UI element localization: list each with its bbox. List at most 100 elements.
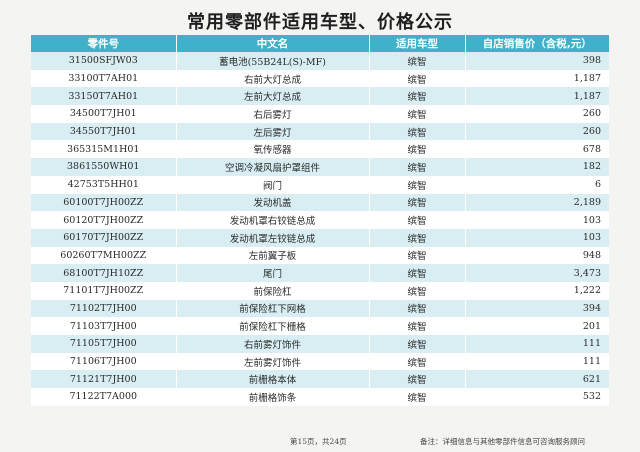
- part-number-cell: 60170T7JH00ZZ: [31, 228, 177, 247]
- price-cell: 2,189: [465, 193, 609, 212]
- part-name-cell: 前保险杠下栅格: [176, 317, 370, 335]
- part-name-cell: 发动机罩左铰链总成: [176, 228, 370, 247]
- part-name-cell: 尾门: [176, 264, 370, 282]
- price-cell: 260: [465, 122, 609, 141]
- part-number-cell: 60100T7JH00ZZ: [31, 193, 177, 212]
- part-number-cell: 71122T7A000: [31, 388, 177, 406]
- part-number-cell: 71101T7JH00ZZ: [31, 281, 177, 300]
- table-row: 68100T7JH10ZZ 尾门 缤智 3,473: [31, 264, 609, 282]
- price-cell: 6: [465, 175, 609, 194]
- model-cell: 缤智: [369, 246, 466, 265]
- part-name-cell: 发动机盖: [176, 193, 370, 212]
- model-cell: 缤智: [369, 122, 466, 141]
- table-row: 71102T7JH00 前保险杠下网格 缤智 394: [31, 299, 609, 318]
- part-number-cell: 33100T7AH01: [31, 69, 177, 88]
- table-row: 34500T7JH01 右后雾灯 缤智 260: [31, 105, 609, 123]
- part-number-cell: 68100T7JH10ZZ: [31, 264, 177, 282]
- price-cell: 260: [465, 105, 609, 123]
- part-number-cell: 60260T7MH00ZZ: [31, 246, 177, 265]
- part-name-cell: 左前雾灯饰件: [176, 352, 370, 371]
- table-row: 71106T7JH00 左前雾灯饰件 缤智 111: [31, 352, 609, 371]
- table-row: 71105T7JH00 右前雾灯饰件 缤智 111: [31, 335, 609, 353]
- part-name-cell: 左前翼子板: [176, 246, 370, 265]
- header-applicable-model: 适用车型: [369, 35, 466, 52]
- table-row: 71101T7JH00ZZ 前保险杠 缤智 1,222: [31, 281, 609, 300]
- price-cell: 103: [465, 228, 609, 247]
- part-name-cell: 蓄电池(55B24L(S)-MF): [176, 52, 370, 70]
- part-number-cell: 31500SFJW03: [31, 52, 177, 70]
- part-name-cell: 左前大灯总成: [176, 87, 370, 106]
- part-number-cell: 34500T7JH01: [31, 105, 177, 123]
- page-number: 第15页，共24页: [290, 437, 347, 446]
- model-cell: 缤智: [369, 175, 466, 194]
- part-number-cell: 60120T7JH00ZZ: [31, 211, 177, 229]
- page-title: 常用零部件适用车型、价格公示: [187, 12, 453, 33]
- part-number-cell: 34550T7JH01: [31, 122, 177, 141]
- part-number-cell: 3861550WH01: [31, 158, 177, 176]
- price-cell: 948: [465, 246, 609, 265]
- price-cell: 3,473: [465, 264, 609, 282]
- price-cell: 103: [465, 211, 609, 229]
- price-cell: 201: [465, 317, 609, 335]
- part-number-cell: 33150T7AH01: [31, 87, 177, 106]
- table-row: 60170T7JH00ZZ 发动机罩左铰链总成 缤智 103: [31, 228, 609, 247]
- table-body: 31500SFJW03 蓄电池(55B24L(S)-MF) 缤智 398 33100T7…: [31, 52, 609, 406]
- header-part-number: 零件号: [31, 35, 177, 52]
- price-cell: 678: [465, 140, 609, 159]
- model-cell: 缤智: [369, 370, 466, 389]
- table-row: 71103T7JH00 前保险杠下栅格 缤智 201: [31, 317, 609, 335]
- model-cell: 缤智: [369, 299, 466, 318]
- price-cell: 1,187: [465, 87, 609, 106]
- part-number-cell: 71105T7JH00: [31, 335, 177, 353]
- table-row: 42753T5HH01 阀门 缤智 6: [31, 175, 609, 194]
- price-cell: 111: [465, 352, 609, 371]
- price-cell: 532: [465, 388, 609, 406]
- part-name-cell: 发动机罩右铰链总成: [176, 211, 370, 229]
- model-cell: 缤智: [369, 140, 466, 159]
- part-name-cell: 前保险杠下网格: [176, 299, 370, 318]
- table-row: 34550T7JH01 左后雾灯 缤智 260: [31, 122, 609, 141]
- price-cell: 1,222: [465, 281, 609, 300]
- part-number-cell: 71103T7JH00: [31, 317, 177, 335]
- table-row: 33150T7AH01 左前大灯总成 缤智 1,187: [31, 87, 609, 106]
- model-cell: 缤智: [369, 105, 466, 123]
- table-row: 71121T7JH00 前栅格本体 缤智 621: [31, 370, 609, 389]
- price-cell: 182: [465, 158, 609, 176]
- part-name-cell: 右前大灯总成: [176, 69, 370, 88]
- part-name-cell: 前栅格饰条: [176, 388, 370, 406]
- part-number-cell: 71106T7JH00: [31, 352, 177, 371]
- model-cell: 缤智: [369, 317, 466, 335]
- price-cell: 1,187: [465, 69, 609, 88]
- table-row: 33100T7AH01 右前大灯总成 缤智 1,187: [31, 69, 609, 88]
- model-cell: 缤智: [369, 388, 466, 406]
- price-cell: 111: [465, 335, 609, 353]
- model-cell: 缤智: [369, 193, 466, 212]
- model-cell: 缤智: [369, 52, 466, 70]
- part-name-cell: 阀门: [176, 175, 370, 194]
- part-number-cell: 42753T5HH01: [31, 175, 177, 194]
- table-row: 365315M1H01 氧传感器 缤智 678: [31, 140, 609, 159]
- part-name-cell: 氧传感器: [176, 140, 370, 159]
- part-number-cell: 365315M1H01: [31, 140, 177, 159]
- price-cell: 398: [465, 52, 609, 70]
- header-price: 自店销售价（含税,元）: [465, 35, 609, 52]
- part-name-cell: 左后雾灯: [176, 122, 370, 141]
- model-cell: 缤智: [369, 69, 466, 88]
- table-row: 60260T7MH00ZZ 左前翼子板 缤智 948: [31, 246, 609, 265]
- part-number-cell: 71121T7JH00: [31, 370, 177, 389]
- table-row: 3861550WH01 空调冷凝风扇护罩组件 缤智 182: [31, 158, 609, 176]
- model-cell: 缤智: [369, 87, 466, 106]
- part-name-cell: 右后雾灯: [176, 105, 370, 123]
- model-cell: 缤智: [369, 158, 466, 176]
- part-number-cell: 71102T7JH00: [31, 299, 177, 318]
- part-name-cell: 前栅格本体: [176, 370, 370, 389]
- header-chinese-name: 中文名: [176, 35, 370, 52]
- part-name-cell: 前保险杠: [176, 281, 370, 300]
- part-name-cell: 右前雾灯饰件: [176, 335, 370, 353]
- table-row: 60100T7JH00ZZ 发动机盖 缤智 2,189: [31, 193, 609, 212]
- model-cell: 缤智: [369, 228, 466, 247]
- model-cell: 缤智: [369, 335, 466, 353]
- model-cell: 缤智: [369, 211, 466, 229]
- model-cell: 缤智: [369, 352, 466, 371]
